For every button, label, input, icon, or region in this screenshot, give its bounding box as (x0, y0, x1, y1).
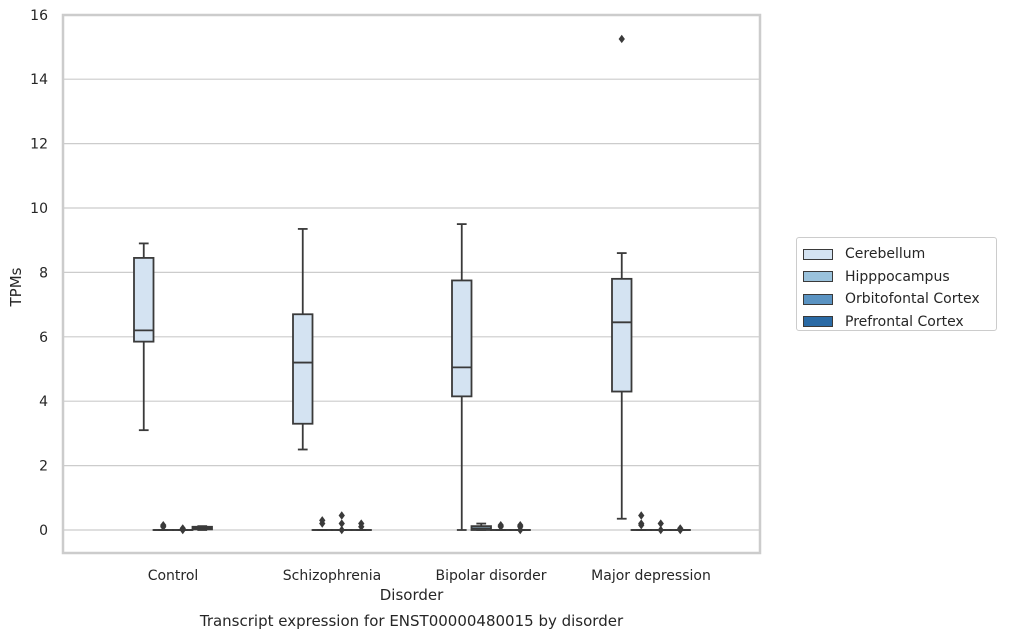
x-axis-title: Disorder (380, 586, 444, 604)
legend-item: Hipppocampus (803, 266, 996, 289)
box-prefrontal-cortex (191, 525, 213, 531)
outlier-point (497, 520, 504, 530)
legend-label: Cerebellum (845, 246, 926, 263)
box-cerebellum (133, 242, 155, 432)
box-hipppocampus (630, 511, 652, 531)
box-orbitofontal-cortex (172, 524, 194, 535)
y-tick-label: 10 (30, 201, 48, 217)
y-tick-label: 2 (39, 459, 48, 475)
box-prefrontal-cortex (669, 524, 691, 535)
outlier-point (638, 519, 645, 528)
outlier-point (358, 519, 365, 528)
box-hipppocampus (311, 516, 333, 531)
box-cerebellum (451, 223, 473, 531)
legend-swatch (803, 316, 833, 328)
y-tick-label: 12 (30, 137, 48, 153)
box-cerebellum (611, 34, 633, 520)
legend-label: Hipppocampus (845, 268, 950, 285)
legend-swatch (803, 248, 833, 260)
outlier-point (657, 519, 664, 528)
box-body (133, 257, 155, 343)
box-hipppocampus (470, 522, 492, 531)
y-tick-label: 0 (39, 523, 48, 539)
box-body (451, 279, 473, 398)
box-hipppocampus (152, 520, 174, 531)
grid-lines (63, 78, 760, 531)
box-body (292, 313, 314, 425)
y-tick-labels: 0 2 4 6 8 10 12 14 16 (30, 8, 48, 539)
legend-swatch (803, 293, 833, 305)
chart-title: Transcript expression for ENST0000048001… (199, 612, 624, 630)
legend: Cerebellum Hipppocampus Orbitofontal Corte… (796, 237, 997, 331)
box-orbitofontal-cortex (331, 511, 353, 535)
box-body (611, 277, 633, 393)
y-axis-title: TPMs (7, 267, 25, 307)
x-tick-label: Major depression (591, 568, 711, 584)
y-tick-label: 4 (39, 394, 48, 410)
outlier-point (677, 524, 684, 533)
x-tick-label: Schizophrenia (283, 568, 381, 584)
outlier-point (618, 34, 625, 44)
outlier-point (338, 511, 345, 520)
outlier-point (179, 524, 186, 533)
outlier-point (160, 520, 167, 530)
outlier-point (319, 516, 326, 525)
outlier-point (657, 525, 664, 535)
y-tick-label: 6 (39, 330, 48, 346)
y-tick-label: 14 (30, 72, 48, 88)
outlier-point (338, 519, 345, 528)
y-tick-label: 16 (30, 8, 48, 24)
outlier-point (638, 511, 645, 520)
box-series (133, 34, 691, 535)
legend-label: Orbitofontal Cortex (845, 291, 980, 308)
legend-item: Orbitofontal Cortex (803, 288, 996, 311)
box-cerebellum (292, 228, 314, 451)
x-tick-label: Control (148, 568, 199, 584)
legend-label: Prefrontal Cortex (845, 313, 964, 330)
box-prefrontal-cortex (350, 519, 372, 531)
y-tick-label: 8 (39, 265, 48, 281)
x-tick-label: Bipolar disorder (435, 568, 546, 584)
legend-item: Prefrontal Cortex (803, 311, 996, 334)
legend-item: Cerebellum (803, 243, 996, 266)
box-prefrontal-cortex (509, 520, 531, 535)
outlier-point (338, 525, 345, 535)
x-tick-labels: Control Schizophrenia Bipolar disorder Majo… (148, 568, 711, 584)
outlier-point (517, 520, 524, 530)
plot-frame (61, 13, 762, 555)
box-orbitofontal-cortex (490, 520, 512, 531)
box-orbitofontal-cortex (650, 519, 672, 535)
legend-swatch (803, 271, 833, 283)
